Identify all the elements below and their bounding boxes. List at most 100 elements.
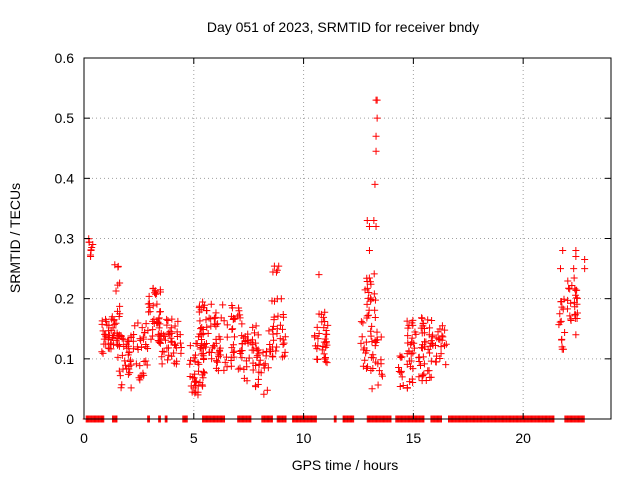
data-point	[270, 336, 278, 344]
data-point	[315, 310, 323, 318]
data-point	[365, 306, 373, 314]
data-point	[87, 247, 95, 255]
data-point	[173, 328, 181, 336]
data-point	[191, 370, 199, 378]
data-point	[363, 347, 371, 355]
data-point	[195, 308, 203, 316]
data-point	[418, 377, 426, 385]
data-point	[194, 382, 202, 390]
data-point	[114, 263, 122, 271]
data-point	[174, 317, 182, 325]
data-point	[404, 324, 412, 332]
x-tick-label: 10	[296, 430, 312, 446]
data-point	[121, 361, 129, 369]
data-point	[410, 339, 418, 347]
data-point	[168, 315, 176, 323]
data-point	[171, 340, 179, 348]
data-point	[138, 324, 146, 332]
data-point	[442, 340, 450, 348]
data-point	[419, 319, 427, 327]
data-point	[432, 358, 440, 366]
data-point	[571, 310, 579, 318]
data-point	[161, 336, 169, 344]
data-point	[195, 367, 203, 375]
data-point	[417, 344, 425, 352]
data-point	[271, 297, 279, 305]
data-point	[127, 356, 135, 364]
data-point	[409, 365, 417, 373]
data-point	[372, 222, 380, 230]
data-point	[115, 367, 123, 375]
data-point	[361, 356, 369, 364]
data-point	[98, 320, 106, 328]
data-point	[230, 315, 238, 323]
data-point	[203, 323, 211, 331]
data-point	[144, 326, 152, 334]
data-point	[118, 381, 126, 389]
data-point	[240, 334, 248, 342]
data-point	[323, 359, 331, 367]
data-point	[132, 360, 140, 368]
data-point	[567, 299, 575, 307]
data-point	[559, 247, 567, 255]
data-point	[223, 321, 231, 329]
data-point	[145, 308, 153, 316]
data-point	[418, 314, 426, 322]
data-point	[418, 341, 426, 349]
data-point	[570, 265, 578, 273]
data-point	[136, 335, 144, 343]
data-point	[267, 348, 275, 356]
data-point	[144, 345, 152, 353]
data-point	[415, 354, 423, 362]
data-point	[190, 384, 198, 392]
data-point	[571, 303, 579, 311]
data-point	[129, 345, 137, 353]
data-point	[419, 353, 427, 361]
data-point	[365, 222, 373, 230]
data-point	[213, 357, 221, 365]
data-point	[196, 317, 204, 325]
data-point	[570, 274, 578, 282]
data-point	[426, 349, 434, 357]
data-point	[223, 363, 231, 371]
data-point	[243, 363, 251, 371]
data-point	[115, 312, 123, 320]
data-point	[572, 331, 580, 339]
data-point	[190, 378, 198, 386]
data-point	[427, 337, 435, 345]
data-point	[273, 343, 281, 351]
data-point	[158, 353, 166, 361]
data-point	[98, 348, 106, 356]
data-point	[156, 338, 164, 346]
data-point	[568, 281, 576, 289]
y-tick-label: 0.6	[55, 50, 75, 66]
data-point	[158, 360, 166, 368]
data-point	[214, 320, 222, 328]
data-point	[204, 330, 212, 338]
data-point	[320, 313, 328, 321]
data-point	[270, 262, 278, 270]
data-point	[170, 349, 178, 357]
data-point	[361, 286, 369, 294]
data-point	[186, 342, 194, 350]
data-point	[85, 238, 93, 246]
data-point	[207, 322, 215, 330]
data-point	[420, 329, 428, 337]
data-point	[252, 383, 260, 391]
data-point	[264, 364, 272, 372]
x-axis-label: GPS time / hours	[292, 457, 399, 473]
data-point	[130, 331, 138, 339]
data-point	[259, 348, 267, 356]
data-point	[99, 327, 107, 335]
data-point	[435, 335, 443, 343]
data-point	[203, 307, 211, 315]
data-point	[147, 335, 155, 343]
data-point	[163, 344, 171, 352]
data-point	[426, 324, 434, 332]
y-tick-label: 0.1	[55, 351, 75, 367]
data-point	[155, 324, 163, 332]
data-point	[377, 333, 385, 341]
data-point	[245, 354, 253, 362]
data-point	[398, 353, 406, 361]
data-point	[113, 307, 121, 315]
